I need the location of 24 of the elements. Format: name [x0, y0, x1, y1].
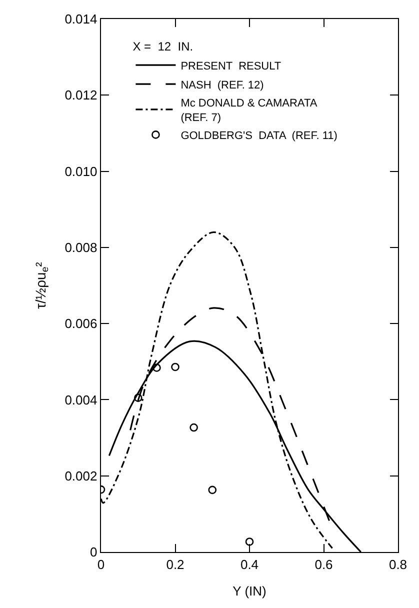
x-tick-label: 0.8 — [388, 556, 408, 572]
y-tick-label: 0 — [90, 544, 98, 560]
y-tick-label: 0.002 — [64, 468, 98, 484]
legend-label: GOLDBERG'S DATA (REF. 11) — [180, 130, 338, 142]
y-tick-label: 0.014 — [64, 12, 98, 27]
y-tick-label: 0.012 — [64, 88, 98, 103]
point — [190, 423, 198, 432]
y-tick-label: 0.008 — [64, 240, 98, 255]
x-tick-label: 0.6 — [314, 556, 333, 572]
point — [152, 364, 161, 372]
legend-label: PRESENT RESULT — [180, 60, 282, 72]
legend-title: X = 12 IN. — [132, 40, 194, 54]
legend-label: NASH (REF. 12) — [180, 79, 264, 92]
legend-label: Mc DONALD & CAMARATA (REF. 7) — [180, 98, 318, 124]
point — [134, 394, 142, 402]
x-tick-label: 0.4 — [240, 556, 259, 572]
point — [245, 538, 254, 546]
point — [171, 362, 180, 372]
y-tick-label: 0.004 — [64, 392, 98, 408]
x-axis-title: Y (IN) — [232, 583, 266, 598]
y-tick-label: 0.006 — [64, 316, 98, 332]
y-tick-label: 0.010 — [64, 164, 98, 179]
x-tick-label: 0.2 — [166, 556, 184, 572]
point — [208, 486, 217, 494]
